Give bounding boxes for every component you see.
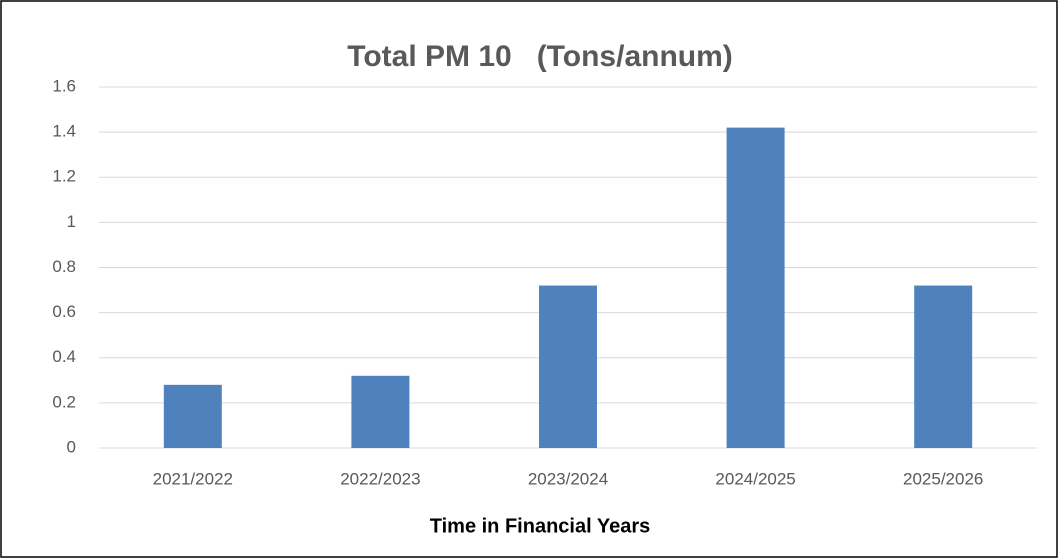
bar: [351, 375, 410, 448]
y-tick-label: 0.6: [52, 302, 76, 321]
bar: [726, 127, 785, 449]
y-tick-label: 1.6: [52, 76, 76, 95]
x-tick-label: 2023/2024: [528, 469, 608, 488]
y-tick-label: 0.2: [52, 392, 76, 411]
y-tick-label: 1: [67, 212, 76, 231]
chart-title: Total PM 10 (Tons/annum): [347, 40, 733, 73]
y-tick-label: 0.8: [52, 257, 76, 276]
bar: [539, 285, 597, 448]
x-tick-label: 2024/2025: [715, 469, 795, 488]
x-axis-label: Time in Financial Years: [430, 515, 650, 537]
x-tick-label: 2022/2023: [340, 469, 420, 488]
bar: [914, 285, 973, 448]
y-tick-label: 0: [67, 437, 76, 456]
bar: [163, 384, 222, 448]
y-tick-label: 1.2: [52, 167, 76, 186]
x-tick-label: 2021/2022: [153, 469, 233, 488]
y-tick-label: 0.4: [52, 347, 76, 366]
x-tick-label: 2025/2026: [903, 469, 983, 488]
y-tick-label: 1.4: [52, 122, 76, 141]
